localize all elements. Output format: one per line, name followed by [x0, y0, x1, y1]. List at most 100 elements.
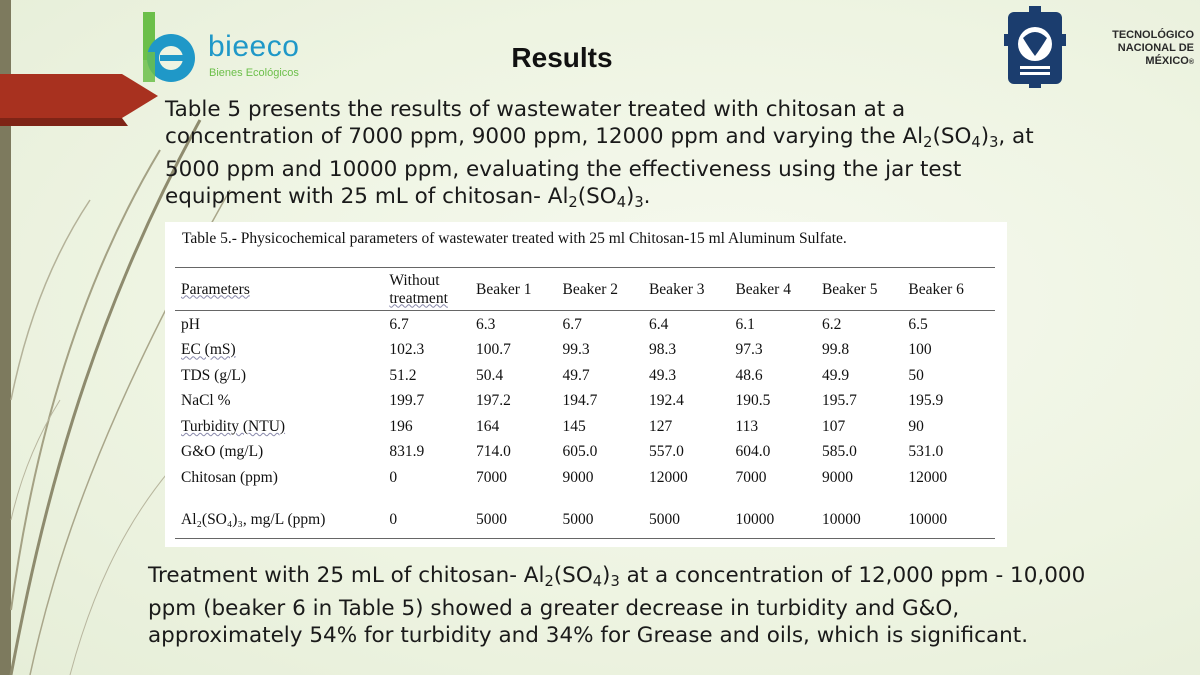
table-row: Turbidity (NTU) 196 164 145 127 113 107 … [175, 414, 995, 440]
header-beaker-5: Beaker 5 [821, 280, 878, 298]
header-beaker-4: Beaker 4 [735, 280, 791, 298]
table-cell: 10000 [821, 510, 861, 528]
table-cell: 5000 [648, 510, 680, 528]
table-cell: 49.7 [562, 366, 590, 384]
table-cell: 194.7 [562, 392, 598, 410]
table-cell: 9000 [821, 468, 853, 486]
param-label: pH [181, 315, 200, 333]
table-cell: 49.9 [821, 366, 850, 384]
table-header-rule [175, 310, 995, 311]
table-cell: 190.5 [735, 392, 771, 410]
table-cell: 0 [389, 510, 398, 528]
registered-mark: ® [1188, 59, 1194, 66]
table-cell: 6.3 [476, 315, 496, 333]
header-parameters: Parameters [181, 280, 250, 298]
table-cell: 6.1 [735, 315, 755, 333]
table-cell: 196 [389, 417, 413, 435]
table-row: Al₂(SO₄)₃, mg/L (ppm) 0 5000 5000 5000 1… [175, 491, 995, 533]
table-cell: 6.5 [908, 315, 928, 333]
table-row: TDS (g/L) 51.2 50.4 49.7 49.3 48.6 49.9 … [175, 363, 995, 389]
tecnm-wordmark: TECNOLÓGICO NACIONAL DE MÉXICO® [1070, 29, 1194, 69]
table-cell: 6.2 [821, 315, 842, 333]
param-label: Chitosan (ppm) [181, 468, 278, 486]
table-cell: 48.6 [735, 366, 763, 384]
table-cell: 605.0 [562, 443, 598, 461]
bieeco-logo: bieeco Bienes Ecológicos [138, 12, 338, 84]
intro-paragraph: Table 5 presents the results of wastewat… [165, 97, 1034, 212]
table-cell: 10000 [908, 510, 948, 528]
table-cell: 99.8 [821, 341, 850, 359]
tecnm-line1: TECNOLÓGICO [1112, 29, 1194, 41]
table-cell: 9000 [562, 468, 594, 486]
results-table: Parameters Without treatment Beaker 1 Bea… [175, 267, 995, 533]
bieeco-b-icon [143, 12, 195, 82]
slide-title: Results [511, 42, 613, 73]
table-cell: 50.4 [476, 366, 504, 384]
table-row: NaCl % 199.7 197.2 194.7 192.4 190.5 195… [175, 389, 995, 415]
header-beaker-3: Beaker 3 [648, 280, 705, 298]
table-cell: 50 [908, 366, 924, 384]
table-cell: 90 [908, 417, 924, 435]
param-label: NaCl % [181, 392, 231, 410]
table-cell: 604.0 [735, 443, 771, 461]
bieeco-tagline: Bienes Ecológicos [209, 67, 299, 79]
table-cell: 0 [389, 468, 398, 486]
table-cell: 100 [908, 341, 932, 359]
table-cell: 714.0 [476, 443, 511, 461]
table-cell: 192.4 [648, 392, 684, 410]
tecnm-line2: NACIONAL DE MÉXICO® [1117, 42, 1194, 67]
table-cell: 6.7 [562, 315, 582, 333]
table-cell: 10000 [735, 510, 775, 528]
table-cell: 97.3 [735, 341, 763, 359]
table-cell: 5000 [562, 510, 594, 528]
header-beaker-2: Beaker 2 [562, 280, 618, 298]
table-cell: 12000 [648, 468, 688, 486]
table-cell: 99.3 [562, 341, 590, 359]
header-beaker-1: Beaker 1 [476, 280, 532, 298]
table-cell: 127 [648, 417, 673, 435]
results-table-panel: Table 5.- Physicochemical parameters of … [165, 222, 1007, 547]
param-label: EC (mS) [181, 341, 236, 359]
table-cell: 195.7 [821, 392, 857, 410]
table-cell: 557.0 [648, 443, 684, 461]
tecnm-logo: TECNOLÓGICO NACIONAL DE MÉXICO® [1004, 4, 1200, 88]
param-label: G&O (mg/L) [181, 443, 264, 461]
table-cell: 51.2 [389, 366, 417, 384]
table-cell: 12000 [908, 468, 948, 486]
table-row: Chitosan (ppm) 0 7000 9000 12000 7000 90… [175, 465, 995, 491]
table-header-row: Parameters Without treatment Beaker 1 Bea… [175, 267, 995, 312]
table-row: EC (mS) 102.3 100.7 99.3 98.3 97.3 99.8 … [175, 338, 995, 364]
table-cell: 7000 [476, 468, 507, 486]
param-label: Al₂(SO₄)₃, mg/L (ppm) [181, 510, 326, 528]
table-cell: 199.7 [389, 392, 425, 410]
header-beaker-6: Beaker 6 [908, 280, 964, 298]
bieeco-wordmark: bieeco [208, 30, 300, 63]
table-cell: 100.7 [476, 341, 511, 359]
table-cell: 585.0 [821, 443, 857, 461]
table-cell: 195.9 [908, 392, 944, 410]
table-cell: 6.7 [389, 315, 409, 333]
param-label: Turbidity (NTU) [181, 417, 286, 435]
table-cell: 49.3 [648, 366, 677, 384]
tecnm-gear-icon [1004, 6, 1066, 88]
closing-paragraph: Treatment with 25 mL of chitosan- Al2(SO… [148, 563, 1086, 649]
table-cell: 107 [821, 417, 846, 435]
table-cell: 7000 [735, 468, 767, 486]
table-top-rule [175, 267, 995, 268]
table-bottom-rule [175, 538, 995, 539]
table-caption: Table 5.- Physicochemical parameters of … [182, 230, 847, 247]
header-without-treatment: Without treatment [389, 271, 448, 307]
table-cell: 102.3 [389, 341, 425, 359]
param-label: TDS (g/L) [181, 366, 247, 384]
table-cell: 531.0 [908, 443, 944, 461]
table-cell: 145 [562, 417, 586, 435]
table-cell: 6.4 [648, 315, 669, 333]
table-cell: 197.2 [476, 392, 511, 410]
table-row: G&O (mg/L) 831.9 714.0 605.0 557.0 604.0… [175, 440, 995, 466]
table-cell: 98.3 [648, 341, 677, 359]
table-cell: 164 [476, 417, 500, 435]
table-cell: 831.9 [389, 443, 425, 461]
table-cell: 113 [735, 417, 759, 435]
table-cell: 5000 [476, 510, 507, 528]
